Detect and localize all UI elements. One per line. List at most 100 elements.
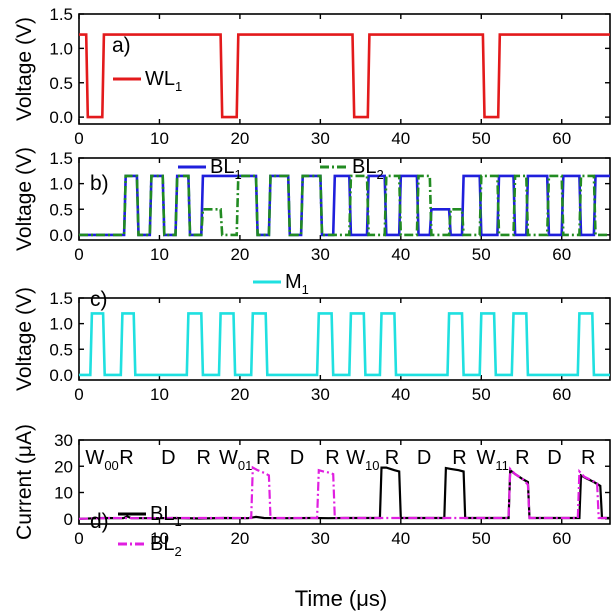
series-line-bl1 [79,174,610,237]
y-tick-label: 30 [54,431,73,450]
phase-letter: R [452,447,466,469]
x-tick-label: 30 [311,385,330,404]
x-tick-label: 60 [552,529,571,548]
x-tick-label: 40 [391,385,410,404]
phase-subscript: 10 [365,458,379,473]
panel-label: a) [112,34,131,57]
x-tick-label: 0 [74,385,83,404]
phase-letter: W [219,447,238,469]
phase-label: R [581,447,595,469]
legend-label: BL2 [352,156,384,182]
y-axis-label: Voltage (V) [13,147,36,251]
legend-name: M [285,271,302,293]
x-tick-label: 60 [552,385,571,404]
phase-letter: D [290,447,304,469]
x-tick-label: 30 [311,529,330,548]
plot-frame [78,439,611,525]
phase-label: D [290,447,304,469]
x-tick-label: 20 [230,385,249,404]
phase-label: W00 [85,447,118,473]
phase-subscript: 11 [495,458,509,473]
y-tick-label: 10 [54,484,73,503]
y-tick-label: 0 [64,510,73,529]
plot-frame [78,297,611,381]
phase-letter: D [161,447,175,469]
x-tick-label: 30 [311,245,330,264]
legend-name: BL [150,533,174,555]
x-tick-label: 50 [472,245,491,264]
y-tick-label: 1.5 [49,149,73,168]
phase-letter: D [417,447,431,469]
phase-letter: R [325,447,339,469]
x-tick-label: 10 [150,529,169,548]
panel-2: 0.0 0.5 1.0 1.5 0 10 20 30 40 50 60 Voltage (V) b) BL… [13,147,611,264]
phase-label: R [256,447,270,469]
phase-subscript: 01 [238,458,252,473]
y-tick-label: 0.0 [49,108,73,127]
x-tick-label: 40 [391,529,410,548]
x-tick-label: 20 [230,245,249,264]
phase-label: W10 [346,447,379,473]
plot-frame [78,157,611,241]
legend-name: BL [352,156,376,178]
series-line-bl2 [79,465,610,520]
x-tick-label: 30 [311,129,330,148]
x-tick-label: 50 [472,129,491,148]
y-tick-label: 1.0 [49,175,73,194]
legend-name: WL [145,68,175,90]
phase-letter: R [385,447,399,469]
y-tick-label: 0.5 [49,340,73,359]
x-tick-label: 20 [230,129,249,148]
panel-3: 0.0 0.5 1.0 1.5 0 10 20 30 40 50 60 Voltage (V) c) M1 [13,271,611,404]
panel-1: 0.0 0.5 1.0 1.5 0 10 20 30 40 50 60 Voltage (V) a) WL… [13,5,611,148]
y-tick-label: 0.5 [49,200,73,219]
phase-letter: W [346,447,365,469]
y-tick-label: 20 [54,457,73,476]
legend-label: M1 [285,271,309,297]
x-tick-label: 10 [150,129,169,148]
y-tick-label: 1.5 [49,289,73,308]
phase-letter: R [196,447,210,469]
legend-name: BL [150,503,174,525]
phase-subscript: 00 [104,458,118,473]
phase-label: R [325,447,339,469]
phase-letter: R [515,447,529,469]
x-tick-label: 60 [552,129,571,148]
phase-letter: D [547,447,561,469]
panel-label: c) [90,288,108,311]
y-tick-label: 0.0 [49,366,73,385]
series-line-m1 [79,312,610,377]
phase-label: R [515,447,529,469]
series-line-wl1 [79,33,610,119]
y-axis-label: Current (μA) [13,424,36,540]
legend-label: BL1 [150,503,182,529]
phase-label: R [385,447,399,469]
phase-letter: W [85,447,104,469]
y-tick-label: 1.0 [49,315,73,334]
y-tick-label: 1.0 [49,39,73,58]
phase-label: W11 [476,447,508,473]
legend-subscript: 2 [376,167,383,182]
legend-label: BL2 [150,533,182,559]
x-axis-label: Time (μs) [295,586,388,611]
x-tick-label: 0 [74,245,83,264]
legend-subscript: 1 [175,79,182,94]
phase-label: R [196,447,210,469]
series-line-bl2 [79,174,610,237]
y-tick-label: 1.5 [49,5,73,24]
x-tick-label: 0 [74,529,83,548]
x-tick-label: 0 [74,129,83,148]
y-axis-label: Voltage (V) [13,287,36,391]
y-tick-label: 0.5 [49,74,73,93]
legend-subscript: 2 [174,544,181,559]
legend-name: BL [210,156,234,178]
plot-frame [78,13,611,125]
y-tick-label: 0.0 [49,226,73,245]
legend-subscript: 1 [302,282,309,297]
phase-label: D [547,447,561,469]
legend-subscript: 1 [234,167,241,182]
phase-label: R [119,447,133,469]
phase-letter: W [476,447,495,469]
x-tick-label: 50 [472,529,491,548]
